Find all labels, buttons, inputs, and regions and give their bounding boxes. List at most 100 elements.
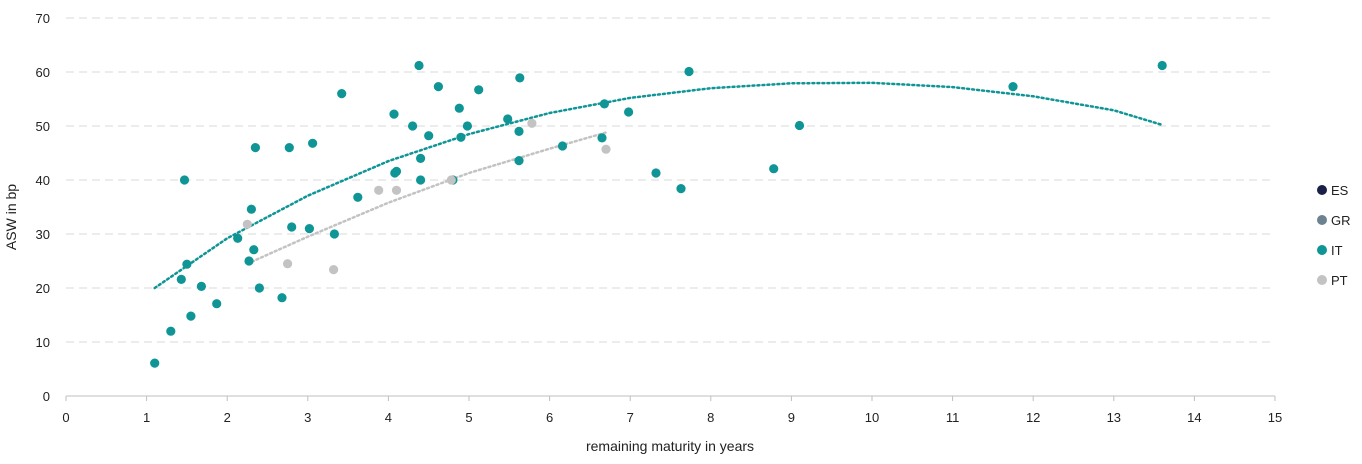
data-point-it (391, 166, 402, 176)
data-point-it (389, 109, 399, 119)
x-axis-title: remaining maturity in years (586, 438, 754, 454)
x-tick-label: 5 (465, 410, 472, 425)
gridlines (66, 17, 1275, 343)
data-point-it (794, 120, 805, 131)
data-point-pt (527, 118, 537, 128)
y-tick-label: 40 (36, 173, 50, 188)
y-tick-label: 50 (36, 119, 50, 134)
data-point-it (212, 299, 222, 309)
data-point-it (329, 229, 339, 239)
y-tick-label: 60 (36, 65, 50, 80)
x-tick-label: 12 (1026, 410, 1040, 425)
data-point-it (503, 114, 513, 124)
data-point-it (246, 204, 256, 214)
legend-label-gr: GR (1331, 213, 1351, 228)
data-point-it (254, 283, 264, 293)
data-point-it (474, 85, 484, 95)
data-point-it (433, 82, 443, 92)
data-point-it (1008, 82, 1018, 92)
data-point-it (182, 259, 192, 269)
x-tick-label: 6 (546, 410, 553, 425)
y-tick-label: 20 (36, 281, 50, 296)
data-point-it (408, 121, 418, 131)
data-point-pt (242, 219, 252, 229)
data-point-it (416, 153, 426, 163)
data-point-it (244, 256, 254, 266)
data-point-it (186, 311, 196, 321)
data-point-it (1157, 60, 1167, 71)
data-point-it (196, 281, 206, 291)
data-point-it (676, 184, 686, 194)
data-point-pt (601, 144, 611, 154)
data-point-pt (374, 185, 384, 195)
trendline-pt (246, 131, 608, 265)
x-tick-label: 1 (143, 410, 150, 425)
data-point-it (599, 99, 610, 109)
y-tick-label: 0 (43, 389, 50, 404)
x-tick-label: 14 (1187, 410, 1201, 425)
data-point-pt (283, 259, 293, 269)
trendlines (153, 81, 1164, 290)
data-point-it (462, 121, 472, 131)
x-tick-label: 8 (707, 410, 714, 425)
legend-marker-es (1317, 185, 1327, 195)
data-point-it (250, 143, 260, 153)
x-tick-label: 7 (627, 410, 634, 425)
data-point-it (424, 131, 434, 141)
data-point-it (624, 107, 634, 117)
data-point-it (515, 73, 525, 83)
data-point-it (176, 274, 186, 284)
legend-marker-gr (1317, 215, 1327, 225)
x-tick-label: 9 (788, 410, 795, 425)
data-point-it (456, 132, 466, 142)
data-point-it (684, 66, 694, 77)
data-point-it (284, 143, 294, 153)
data-point-it (651, 168, 661, 178)
legend-marker-it (1317, 245, 1327, 255)
data-point-it (150, 358, 160, 368)
x-tick-label: 13 (1107, 410, 1121, 425)
data-point-it (514, 156, 524, 166)
data-point-it (308, 138, 318, 148)
data-point-it (557, 141, 568, 151)
x-tick-label: 0 (62, 410, 69, 425)
data-point-pt (446, 175, 456, 185)
legend-marker-pt (1317, 275, 1327, 285)
data-point-it (277, 293, 287, 303)
data-point-it (414, 60, 424, 71)
legend-label-pt: PT (1331, 273, 1348, 288)
data-point-it (416, 175, 426, 185)
data-point-it (337, 89, 347, 99)
trendline-it (153, 81, 1164, 290)
legend: ES GR IT PT (1317, 183, 1351, 288)
y-tick-label: 10 (36, 335, 50, 350)
y-tick-label: 70 (36, 11, 50, 26)
x-tick-label: 15 (1268, 410, 1282, 425)
data-point-it (597, 133, 607, 143)
data-point-pt (391, 185, 402, 195)
data-point-it (514, 126, 524, 136)
legend-label-es: ES (1331, 183, 1349, 198)
data-point-it (454, 103, 464, 113)
data-point-it (287, 222, 297, 232)
data-point-it (166, 326, 176, 336)
data-point-it (769, 164, 779, 174)
y-tick-label: 30 (36, 227, 50, 242)
y-axis-title: ASW in bp (3, 184, 19, 250)
data-point-it (179, 175, 190, 185)
x-tick-label: 3 (304, 410, 311, 425)
x-tick-label: 4 (385, 410, 392, 425)
x-tick-label: 11 (946, 410, 960, 425)
data-point-pt (329, 265, 339, 275)
data-point-it (304, 224, 314, 234)
x-tick-label: 2 (224, 410, 231, 425)
data-point-it (249, 245, 259, 255)
data-point-it (353, 192, 363, 202)
data-point-it (233, 233, 243, 243)
data-points (150, 60, 1167, 368)
legend-label-it: IT (1331, 243, 1343, 258)
x-tick-label: 10 (865, 410, 879, 425)
